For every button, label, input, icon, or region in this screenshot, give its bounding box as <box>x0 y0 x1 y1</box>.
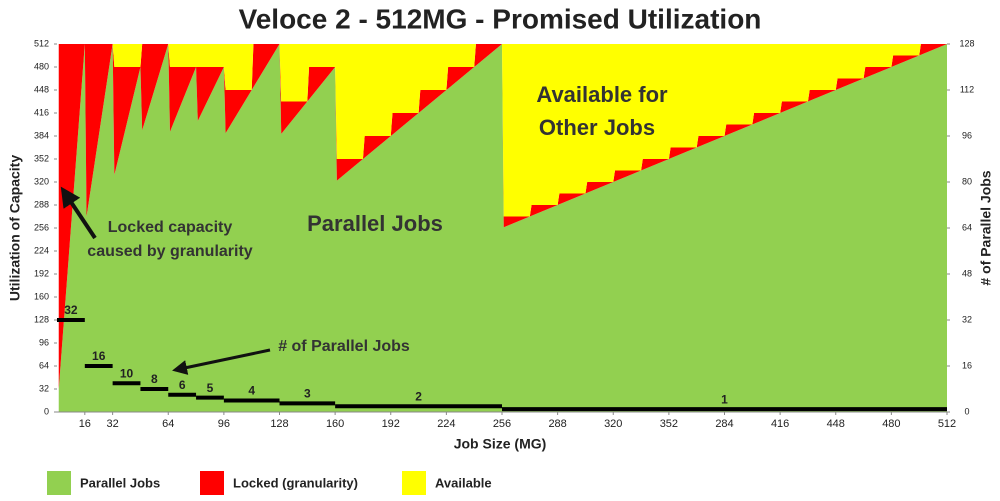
legend-swatch <box>47 471 71 495</box>
x-axis-label: Job Size (MG) <box>454 436 547 452</box>
x-tick-label: 448 <box>827 418 845 430</box>
area <box>58 44 947 412</box>
y-tick-label: 0 <box>44 406 49 416</box>
y-tick-label: 480 <box>34 61 49 71</box>
annotation-arrow <box>172 348 271 375</box>
x-tick-label: 480 <box>882 418 900 430</box>
legend-swatch <box>200 471 224 495</box>
jobs-label: 16 <box>92 349 106 363</box>
y2-tick-label: 0 <box>964 406 969 416</box>
x-tick-label: 416 <box>771 418 789 430</box>
x-tick-label: 160 <box>326 418 344 430</box>
jobs-label: 1 <box>721 392 728 406</box>
y-axis-label: Utilization of Capacity <box>7 155 23 301</box>
x-tick-label: 352 <box>660 418 678 430</box>
y-tick-label: 192 <box>34 268 49 278</box>
y-tick-label: 224 <box>34 245 49 255</box>
annotation: Other Jobs <box>539 115 655 140</box>
y-tick-label: 96 <box>39 337 49 347</box>
annotation-arrow <box>60 186 97 240</box>
y-tick-label: 32 <box>39 383 49 393</box>
plot-area <box>58 44 947 412</box>
y-tick-label: 64 <box>39 360 49 370</box>
jobs-label: 8 <box>151 372 158 386</box>
y2-tick-label: 16 <box>962 360 972 370</box>
annotation: Parallel Jobs <box>307 211 443 236</box>
y2-tick-label: 80 <box>962 176 972 186</box>
annotation: Locked capacity <box>108 219 233 236</box>
y-tick-label: 256 <box>34 222 49 232</box>
y-tick-label: 288 <box>34 199 49 209</box>
jobs-label: 5 <box>207 381 214 395</box>
jobs-label: 10 <box>120 366 134 380</box>
annotation: # of Parallel Jobs <box>278 338 410 355</box>
y2-tick-label: 32 <box>962 314 972 324</box>
x-tick-label: 16 <box>79 418 91 430</box>
y2-tick-label: 96 <box>962 130 972 140</box>
x-tick-label: 96 <box>218 418 230 430</box>
y2-tick-label: 128 <box>959 38 974 48</box>
jobs-label: 2 <box>415 389 422 403</box>
legend-label: Available <box>435 475 492 490</box>
x-tick-label: 256 <box>493 418 511 430</box>
x-tick-label: 128 <box>270 418 288 430</box>
jobs-label: 6 <box>179 378 186 392</box>
x-tick-label: 288 <box>548 418 566 430</box>
y2-tick-label: 112 <box>960 84 974 94</box>
jobs-label: 3 <box>304 387 311 401</box>
y2-axis-label: # of Parallel Jobs <box>978 170 994 285</box>
y2-tick-label: 48 <box>962 268 972 278</box>
legend-label: Parallel Jobs <box>80 475 160 490</box>
y-tick-label: 416 <box>34 107 49 117</box>
y-tick-label: 160 <box>34 291 49 301</box>
jobs-label: 32 <box>64 303 78 317</box>
jobs-label: 4 <box>248 384 255 398</box>
y-tick-label: 448 <box>34 84 49 94</box>
legend-label: Locked (granularity) <box>233 475 358 490</box>
annotation: Available for <box>536 82 668 107</box>
x-tick-label: 64 <box>162 418 174 430</box>
x-tick-label: 224 <box>437 418 455 430</box>
annotation: caused by granularity <box>87 243 252 260</box>
x-tick-label: 284 <box>715 418 733 430</box>
x-tick-label: 32 <box>107 418 119 430</box>
y2-tick-label: 64 <box>962 222 972 232</box>
area <box>58 44 947 217</box>
y-tick-label: 128 <box>34 314 49 324</box>
chart-title: Veloce 2 - 512MG - Promised Utilization <box>239 3 762 34</box>
legend-swatch <box>402 471 426 495</box>
y-tick-label: 384 <box>34 130 49 140</box>
y-tick-label: 320 <box>34 176 49 186</box>
x-tick-label: 512 <box>938 418 956 430</box>
y-tick-label: 512 <box>34 38 49 48</box>
y-tick-label: 352 <box>34 153 49 163</box>
x-tick-label: 320 <box>604 418 622 430</box>
x-tick-label: 192 <box>382 418 400 430</box>
